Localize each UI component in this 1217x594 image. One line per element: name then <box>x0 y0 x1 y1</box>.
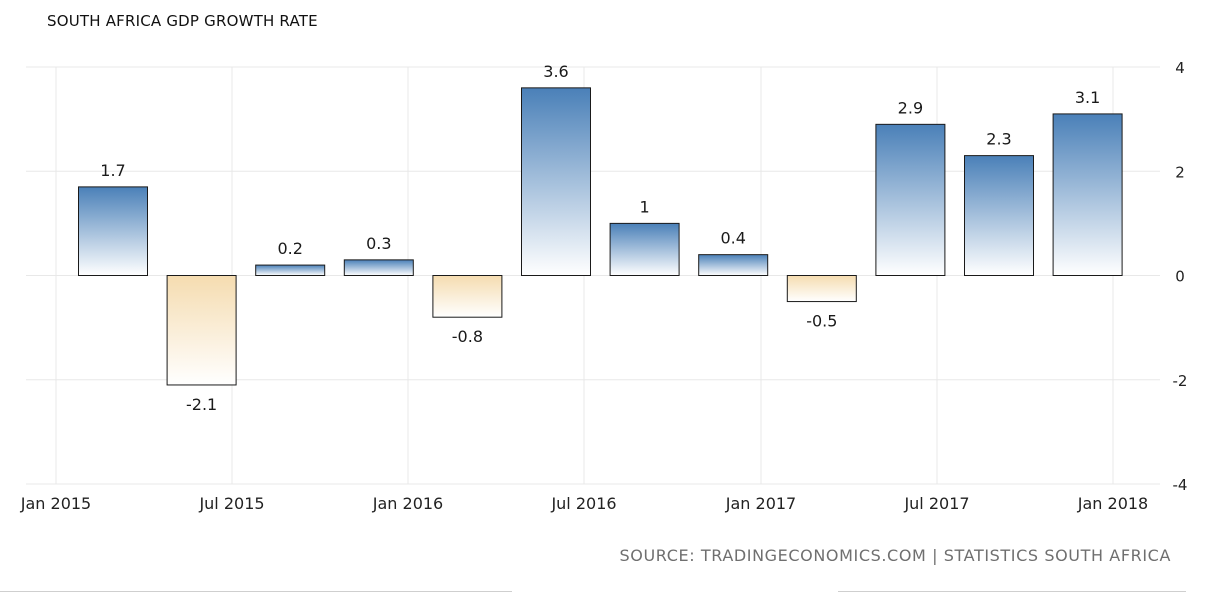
x-tick-label: Jul 2016 <box>550 494 616 513</box>
bar <box>432 275 503 318</box>
x-axis: Jan 2015 Jul 2015 Jan 2016 Jul 2016 Jan 2017… <box>20 494 1148 513</box>
bar-value-label: -2.1 <box>186 395 217 414</box>
bar <box>78 186 148 276</box>
x-tick-label: Jul 2015 <box>198 494 264 513</box>
chart-title: SOUTH AFRICA GDP GROWTH RATE <box>47 12 318 30</box>
x-tick-label: Jan 2017 <box>725 494 796 513</box>
bar-value-label: 3.1 <box>1075 88 1100 107</box>
bottom-rule-right <box>838 591 1186 592</box>
bar <box>255 264 326 277</box>
bar <box>1052 113 1123 276</box>
y-axis: 4 2 0 -2 -4 <box>1173 59 1188 494</box>
data-labels: 1.7 -2.1 0.2 0.3 -0.8 3.6 1 0.4 -0.5 2.9 2.3 3.1 <box>100 62 1100 414</box>
y-tick-label: 4 <box>1175 59 1185 77</box>
bar-value-label: 1.7 <box>100 161 125 180</box>
bar-value-label: -0.5 <box>806 312 837 331</box>
bar-value-label: 0.2 <box>277 239 302 258</box>
bar <box>343 259 414 276</box>
y-tick-label: 2 <box>1175 163 1185 181</box>
bar-value-label: -0.8 <box>452 327 483 346</box>
bar <box>964 155 1034 276</box>
bar-value-label: 2.9 <box>898 98 923 117</box>
bar <box>521 87 591 276</box>
y-tick-label: -2 <box>1173 372 1188 390</box>
x-tick-label: Jan 2016 <box>372 494 443 513</box>
bar-value-label: 1 <box>640 197 650 216</box>
x-tick-label: Jan 2018 <box>1077 494 1148 513</box>
bar-value-label: 2.3 <box>986 130 1011 149</box>
chart-source: SOURCE: TRADINGECONOMICS.COM | STATISTIC… <box>619 546 1171 565</box>
x-tick-label: Jan 2015 <box>20 494 91 513</box>
bar-value-label: 0.3 <box>366 234 391 253</box>
bar <box>875 123 946 277</box>
bar <box>166 275 237 386</box>
bars <box>78 87 1123 386</box>
x-tick-label: Jul 2017 <box>903 494 969 513</box>
bar <box>786 275 857 303</box>
bar-value-label: 0.4 <box>720 229 745 248</box>
bar <box>698 254 769 276</box>
bar-value-label: 3.6 <box>543 62 568 81</box>
y-tick-label: -4 <box>1173 476 1188 494</box>
bottom-rule-left <box>0 591 512 592</box>
y-tick-label: 0 <box>1175 268 1185 286</box>
bar <box>609 222 680 276</box>
